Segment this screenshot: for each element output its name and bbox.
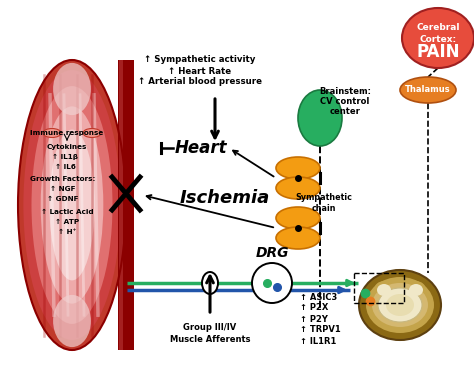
Text: ↑ IL1R1: ↑ IL1R1: [300, 336, 337, 345]
Ellipse shape: [406, 281, 426, 299]
Ellipse shape: [298, 90, 342, 146]
Ellipse shape: [41, 106, 103, 304]
Ellipse shape: [377, 284, 391, 296]
Ellipse shape: [400, 77, 456, 103]
Text: Muscle Afferents: Muscle Afferents: [170, 335, 250, 344]
Text: Heart: Heart: [175, 139, 228, 157]
Text: ↑ IL1β: ↑ IL1β: [52, 154, 78, 160]
FancyBboxPatch shape: [119, 60, 123, 350]
Text: ↑ NGF: ↑ NGF: [50, 186, 76, 192]
Text: ↑ Lactic Acid: ↑ Lactic Acid: [41, 209, 93, 215]
Ellipse shape: [53, 295, 91, 347]
Text: ↑ H⁺: ↑ H⁺: [58, 229, 76, 235]
Text: Ischemia: Ischemia: [180, 189, 270, 207]
Text: ↑ ASIC3: ↑ ASIC3: [300, 293, 337, 302]
Text: ↑ IL6: ↑ IL6: [55, 164, 75, 170]
Text: Group III/IV: Group III/IV: [183, 322, 237, 332]
Text: center: center: [329, 107, 360, 116]
Ellipse shape: [378, 288, 422, 322]
Text: ↑ Sympathetic activity: ↑ Sympathetic activity: [144, 56, 255, 65]
Text: ↑ GDNF: ↑ GDNF: [47, 196, 79, 202]
Text: DRG: DRG: [255, 246, 289, 260]
Text: Thalamus: Thalamus: [405, 85, 451, 94]
Text: Sympathetic
chain: Sympathetic chain: [296, 193, 353, 213]
Text: Cerebral: Cerebral: [416, 23, 460, 33]
Ellipse shape: [49, 130, 95, 280]
Ellipse shape: [276, 227, 320, 249]
Text: ↑ P2X: ↑ P2X: [300, 304, 328, 313]
Text: ↑ Heart Rate: ↑ Heart Rate: [168, 67, 232, 76]
Ellipse shape: [83, 129, 101, 138]
Ellipse shape: [53, 63, 91, 115]
Ellipse shape: [18, 60, 126, 350]
Ellipse shape: [276, 177, 320, 199]
Ellipse shape: [402, 8, 474, 68]
Ellipse shape: [276, 157, 320, 179]
Ellipse shape: [366, 277, 434, 333]
FancyBboxPatch shape: [118, 60, 134, 350]
Ellipse shape: [202, 272, 218, 294]
Text: Brainstem:: Brainstem:: [319, 87, 371, 96]
Circle shape: [252, 263, 292, 303]
Text: Immune response: Immune response: [30, 130, 104, 136]
Text: ↑ TRPV1: ↑ TRPV1: [300, 325, 341, 335]
Ellipse shape: [409, 310, 427, 324]
Ellipse shape: [43, 129, 61, 138]
Ellipse shape: [386, 294, 414, 316]
Text: ↑ ATP: ↑ ATP: [55, 219, 79, 225]
Ellipse shape: [409, 284, 423, 296]
Text: Growth Factors:: Growth Factors:: [30, 176, 96, 182]
Ellipse shape: [31, 86, 112, 324]
Ellipse shape: [276, 207, 320, 229]
Ellipse shape: [359, 270, 441, 340]
Ellipse shape: [374, 281, 394, 299]
Text: ↑ Arterial blood pressure: ↑ Arterial blood pressure: [138, 77, 262, 87]
Ellipse shape: [23, 70, 120, 340]
Text: CV control: CV control: [320, 98, 370, 107]
Text: ↑ P2Y: ↑ P2Y: [300, 314, 328, 324]
Text: Cytokines: Cytokines: [47, 144, 87, 150]
Text: PAIN: PAIN: [416, 43, 460, 61]
Bar: [354, 273, 404, 303]
Ellipse shape: [373, 310, 391, 324]
Ellipse shape: [372, 283, 428, 327]
Text: Cortex:: Cortex:: [419, 34, 456, 43]
